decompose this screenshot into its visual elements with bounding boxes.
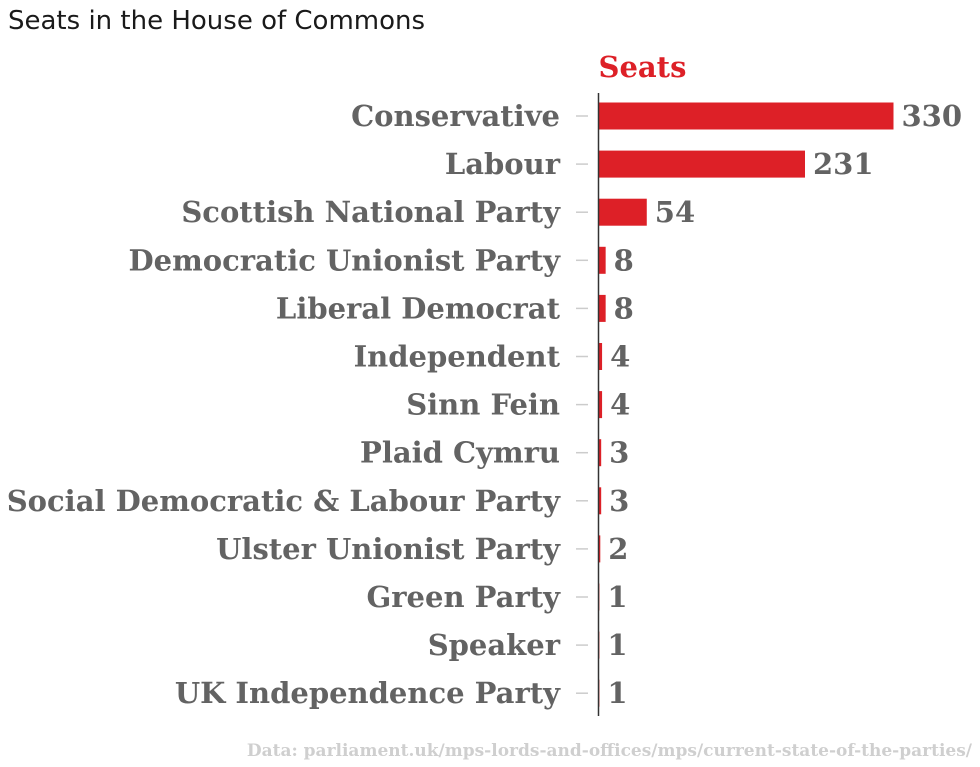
value-label: 2 bbox=[608, 532, 628, 566]
source-note: Data: parliament.uk/mps-lords-and-office… bbox=[246, 741, 972, 761]
category-label: Scottish National Party bbox=[181, 195, 561, 229]
value-label: 4 bbox=[610, 340, 630, 374]
value-label: 1 bbox=[607, 628, 627, 662]
category-label: Sinn Fein bbox=[406, 388, 560, 422]
category-label: Democratic Unionist Party bbox=[128, 243, 561, 277]
category-label: Labour bbox=[445, 147, 561, 181]
bar bbox=[598, 391, 603, 419]
bar bbox=[598, 487, 602, 515]
value-label: 4 bbox=[610, 388, 630, 422]
bar bbox=[598, 246, 606, 274]
category-label: Independent bbox=[354, 340, 561, 374]
value-label: 3 bbox=[609, 436, 629, 470]
value-label: 231 bbox=[813, 147, 874, 181]
bar bbox=[598, 150, 805, 178]
category-label: Conservative bbox=[351, 99, 560, 133]
bar bbox=[598, 198, 647, 226]
category-label: Plaid Cymru bbox=[360, 436, 560, 470]
bar bbox=[598, 343, 603, 370]
category-label: Ulster Unionist Party bbox=[216, 532, 561, 566]
value-label: 1 bbox=[607, 580, 627, 614]
chart-title: Seats in the House of Commons bbox=[8, 6, 426, 36]
category-label: UK Independence Party bbox=[175, 676, 561, 710]
bar bbox=[598, 102, 894, 130]
category-label: Speaker bbox=[428, 628, 561, 662]
value-label: 54 bbox=[655, 195, 695, 229]
value-label: 3 bbox=[609, 484, 629, 518]
value-label: 8 bbox=[614, 291, 634, 325]
category-label: Liberal Democrat bbox=[276, 291, 561, 325]
value-label: 330 bbox=[902, 99, 963, 133]
bar bbox=[598, 294, 606, 322]
value-label: 8 bbox=[614, 243, 634, 277]
category-label: Green Party bbox=[367, 580, 562, 614]
bar bbox=[598, 439, 602, 467]
value-label: 1 bbox=[607, 676, 627, 710]
bar bbox=[598, 535, 601, 563]
category-label: Social Democratic & Labour Party bbox=[7, 484, 561, 518]
series-header: Seats bbox=[599, 50, 687, 84]
